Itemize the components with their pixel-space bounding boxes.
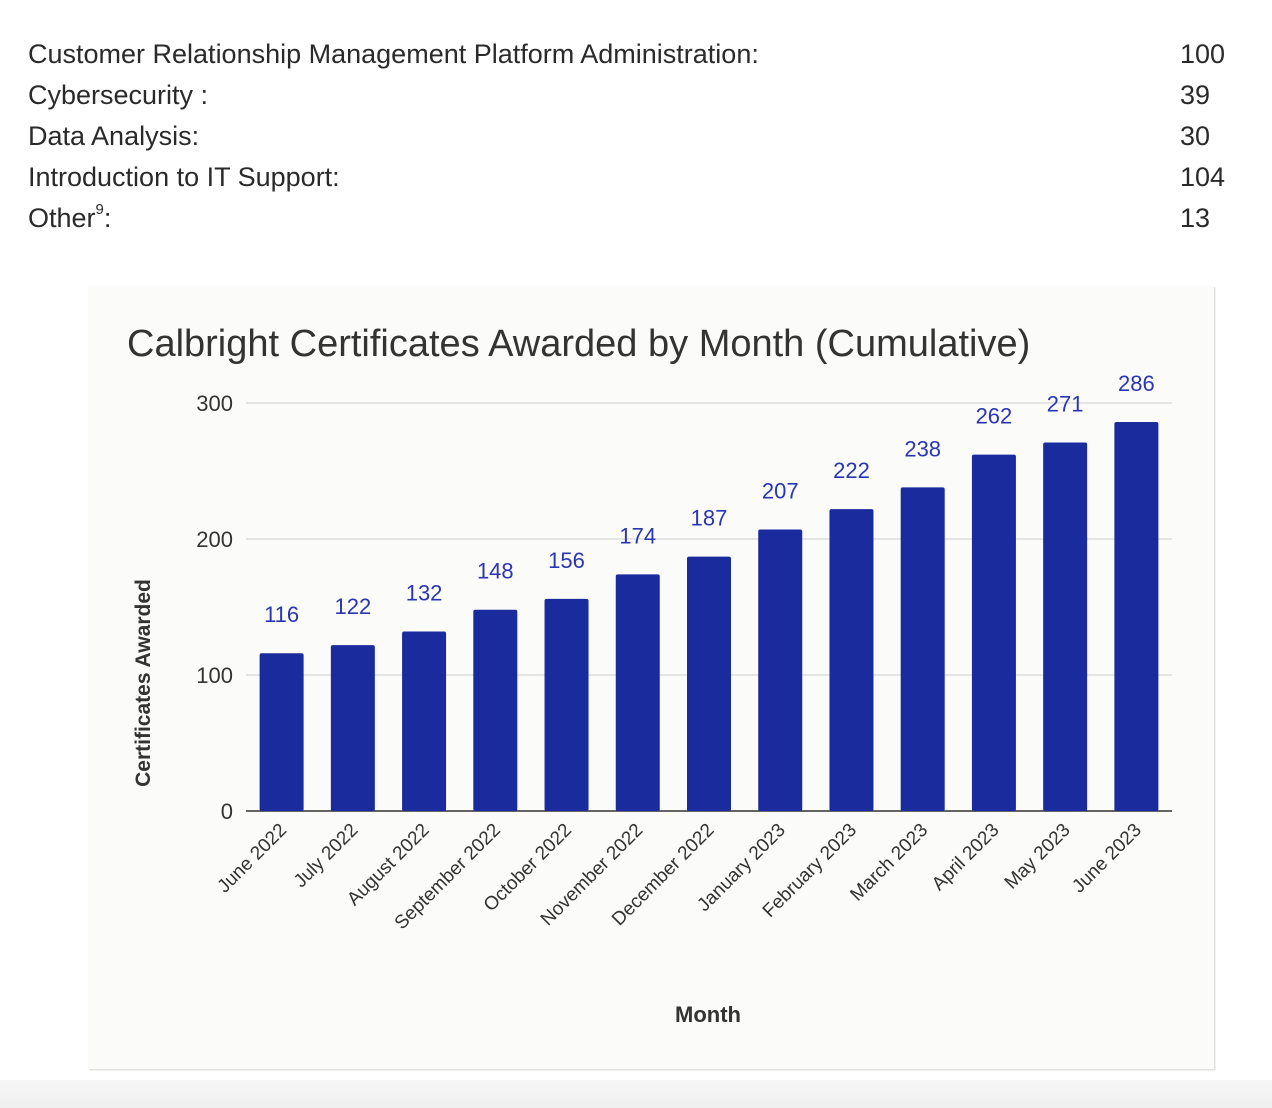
y-axis-title: Certificates Awarded [132,579,155,787]
bar [615,574,660,811]
bar-value-label: 148 [477,559,514,584]
bar [900,487,945,811]
bar [330,645,375,811]
stat-label-other: Other9: [28,198,111,239]
bar [1114,422,1159,811]
bar-value-label: 156 [548,548,585,573]
stat-value: 13 [1180,203,1211,233]
chart-title: Calbright Certificates Awarded by Month … [127,323,1030,365]
x-tick-label: April 2023 [928,820,1003,895]
bar-value-label: 238 [904,436,941,461]
bar [971,454,1016,811]
bar-value-label: 174 [619,523,656,548]
bar [1043,442,1088,811]
x-tick-label: May 2023 [1001,820,1075,894]
bars [259,422,1159,811]
bar-value-label: 132 [406,580,443,605]
certificate-stats-list: Customer Relationship Management Platfor… [28,34,1236,239]
stat-row-other: Other9: 13 [28,198,1236,239]
y-tick-label: 200 [196,527,233,552]
bar [259,653,304,811]
x-tick-label: June 2023 [1068,820,1146,898]
y-axis-ticks: 0 100 200 300 [196,391,233,824]
stat-label: Data Analysis: [28,121,200,151]
stat-row-cybersecurity: Cybersecurity : 39 [28,75,1236,116]
stat-row-it-support: Introduction to IT Support: 104 [28,157,1236,198]
bar-value-label: 286 [1118,371,1155,396]
x-tick-label: June 2022 [214,820,292,898]
stat-label: Cybersecurity : [28,80,209,110]
stat-row-data-analysis: Data Analysis: 30 [28,116,1236,157]
stat-value: 100 [1180,39,1226,69]
bar-value-label: 222 [833,458,870,483]
y-tick-label: 100 [196,663,233,688]
stat-label: Introduction to IT Support: [28,162,340,192]
value-labels: 116 122 132 148 156 174 187 207 222 238 262 271 286 [264,371,1155,627]
stat-label: Customer Relationship Management Platfor… [28,39,759,69]
footnote-marker[interactable]: 9 [95,201,104,218]
chart-card: Calbright Certificates Awarded by Month … [88,286,1214,1069]
y-tick-label: 300 [196,391,233,416]
bar [687,556,731,811]
x-tick-label: March 2023 [846,820,932,906]
x-axis-title: Month [675,1002,741,1027]
bar [473,609,518,811]
bar-value-label: 116 [264,602,299,627]
stat-label-text: Other [28,203,96,233]
stat-value: 104 [1180,162,1226,192]
x-tick-label: July 2022 [290,820,362,892]
bar [544,598,589,811]
bar-value-label: 271 [1047,391,1084,416]
bar [758,529,803,811]
y-tick-label: 0 [221,799,233,824]
stat-row-crm: Customer Relationship Management Platfor… [28,34,1236,75]
bar-value-label: 122 [334,594,371,619]
bar-value-label: 187 [691,506,728,531]
stat-value: 39 [1180,80,1211,110]
bar-value-label: 262 [976,404,1013,429]
bar-chart: Calbright Certificates Awarded by Month … [127,323,1172,1027]
stat-value: 30 [1180,121,1211,151]
bar [402,631,447,811]
page-bottom-band [0,1080,1272,1108]
stat-label-suffix: : [103,203,112,233]
bar [829,509,874,811]
bar-value-label: 207 [762,478,799,503]
